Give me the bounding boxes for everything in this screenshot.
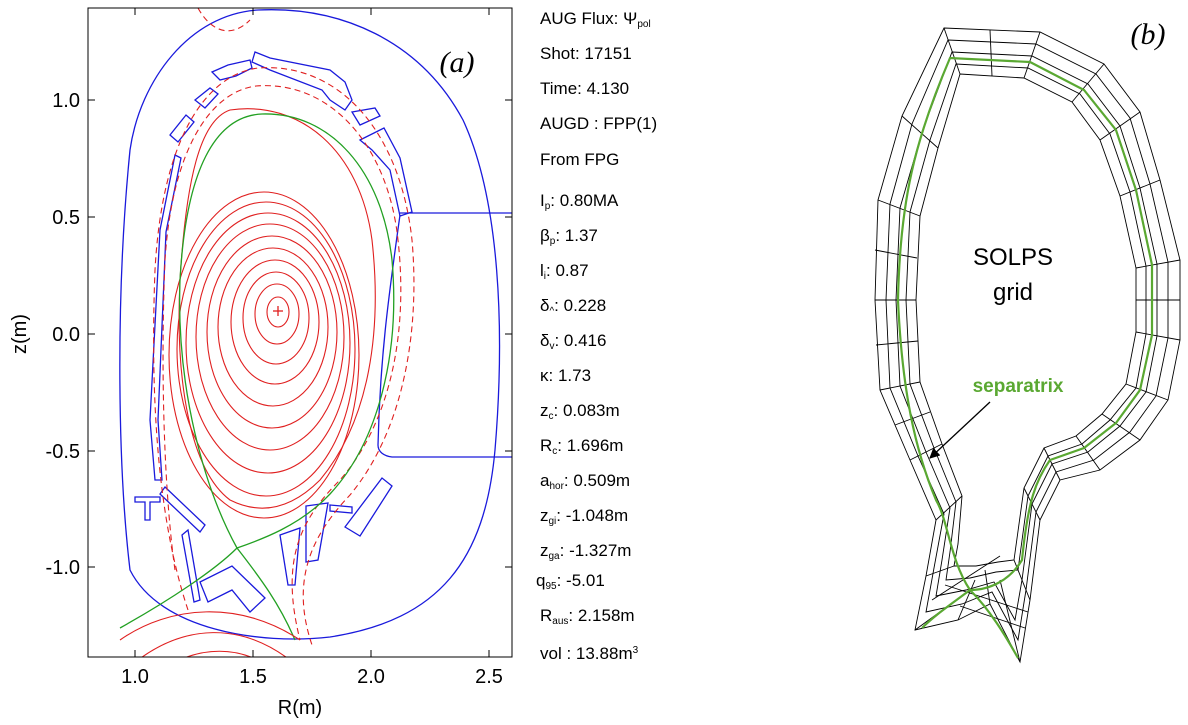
x-axis-label: R(m): [278, 697, 322, 719]
vessel-outer-wall: [119, 9, 501, 640]
solps-grid-rings: [874, 27, 1181, 664]
param-delta-lower: δv: 0.416: [540, 331, 607, 352]
x-tick-label: 2.5: [475, 666, 503, 688]
param-vol: vol : 13.88m3: [540, 644, 639, 663]
separatrix-a: [119, 113, 395, 641]
y-tick-label: 0.0: [52, 324, 80, 346]
info-source: AUGD : FPP(1): [540, 114, 658, 133]
info-title: AUG Flux: Ψpol: [540, 9, 651, 30]
param-ahor: ahor: 0.509m: [540, 471, 631, 492]
separatrix-label: separatrix: [973, 376, 1064, 397]
solps-grid-label-line1: SOLPS: [973, 244, 1053, 271]
param-rc: Rc: 1.696m: [540, 436, 624, 457]
param-ip: Ip: 0.80MA: [540, 191, 619, 212]
param-zga: zga: -1.327m: [540, 541, 632, 562]
param-zgi: zgi: -1.048m: [540, 506, 629, 527]
param-li: li: 0.87: [540, 261, 589, 282]
divertor-flux: [119, 611, 301, 657]
vessel-inner-components: [134, 51, 512, 613]
y-tick-label: -0.5: [46, 441, 80, 463]
panel-b-label: (b): [1131, 18, 1166, 51]
param-raus: Raus: 2.158m: [540, 606, 635, 627]
param-betap: βp: 1.37: [540, 226, 598, 247]
y-tick-label: -1.0: [46, 557, 80, 579]
info-from: From FPG: [540, 150, 620, 169]
x-tick-label: 2.0: [357, 666, 385, 688]
solps-grid-label-line2: grid: [993, 279, 1033, 306]
solps-grid-radials: [874, 27, 1181, 663]
info-time: Time: 4.130: [540, 79, 630, 98]
panel-a-label: (a): [440, 46, 475, 79]
param-kappa: κ: 1.73: [540, 366, 592, 385]
magnetic-axis-marker: [273, 306, 283, 316]
y-ticks-a: [88, 99, 512, 568]
param-q95: q95: -5.01: [536, 571, 605, 592]
separatrix-b: [896, 56, 1154, 659]
y-tick-label: 1.0: [52, 90, 80, 112]
sol-dashed-surfaces: [153, 8, 415, 646]
x-ticks-a: [134, 8, 490, 657]
y-axis-label: z(m): [9, 314, 31, 354]
plot-a-frame: [87, 7, 513, 658]
param-delta-upper: δ^: 0.228: [540, 296, 607, 317]
panel-b: (b): [874, 18, 1181, 664]
param-zc: zc: 0.083m: [540, 401, 620, 422]
info-shot: Shot: 17151: [540, 44, 632, 63]
x-tick-label: 1.5: [239, 666, 267, 688]
separatrix-arrow: [929, 401, 991, 459]
y-tick-label: 0.5: [52, 207, 80, 229]
x-tick-label: 1.0: [121, 666, 149, 688]
plot-a-content: [119, 8, 512, 657]
panel-a: 1.0 1.5 2.0 2.5 1.0 0.5 0.0 -0.5 -1.0 R(…: [9, 7, 513, 719]
